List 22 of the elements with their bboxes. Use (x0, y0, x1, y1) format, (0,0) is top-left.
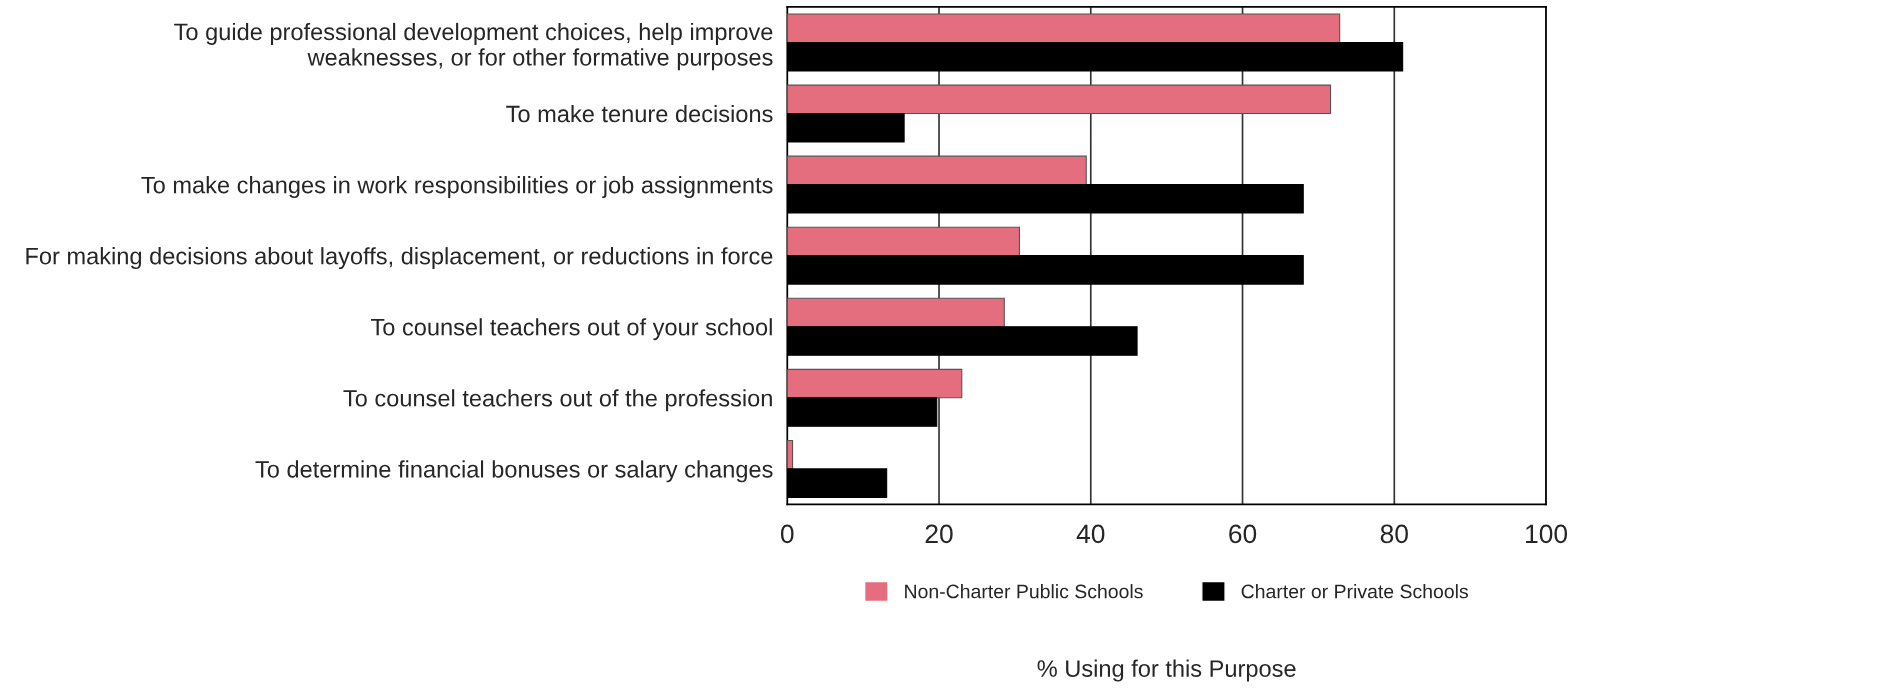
y-tick-label: For making decisions about layoffs, displacement, or reductions in force (26, 247, 773, 270)
x-tick-label: 100 (1526, 524, 1568, 544)
bar (787, 297, 1005, 328)
y-tick-label: To make changes in work responsibilities or job assignments (141, 176, 773, 199)
bar (787, 13, 1341, 44)
x-axis-title: % Using for this Purpose (1037, 659, 1296, 682)
legend-label: Charter or Private Schools (1241, 584, 1468, 599)
x-tick-label: 20 (925, 524, 953, 544)
y-tick-label: To counsel teachers out of your school (371, 318, 772, 341)
y-tick-label: To make tenure decisions (506, 104, 773, 123)
x-tick-label: 40 (1076, 524, 1105, 544)
legend-label: Non-Charter Public Schools (905, 584, 1143, 599)
bar (787, 155, 1087, 186)
bar (787, 226, 1021, 257)
x-tick-label: 80 (1380, 524, 1408, 544)
x-tick-label: 60 (1229, 524, 1257, 544)
bar (787, 84, 1332, 115)
x-tick-label: 0 (780, 524, 794, 544)
y-tick-label: To counsel teachers out of the profession (343, 389, 772, 412)
y-tick-label: To guide professional development choices, help improve weaknesses, or for other formative purposes (174, 22, 773, 71)
y-tick-label: To determine financial bonuses or salary changes (255, 460, 773, 483)
bar (787, 368, 963, 399)
